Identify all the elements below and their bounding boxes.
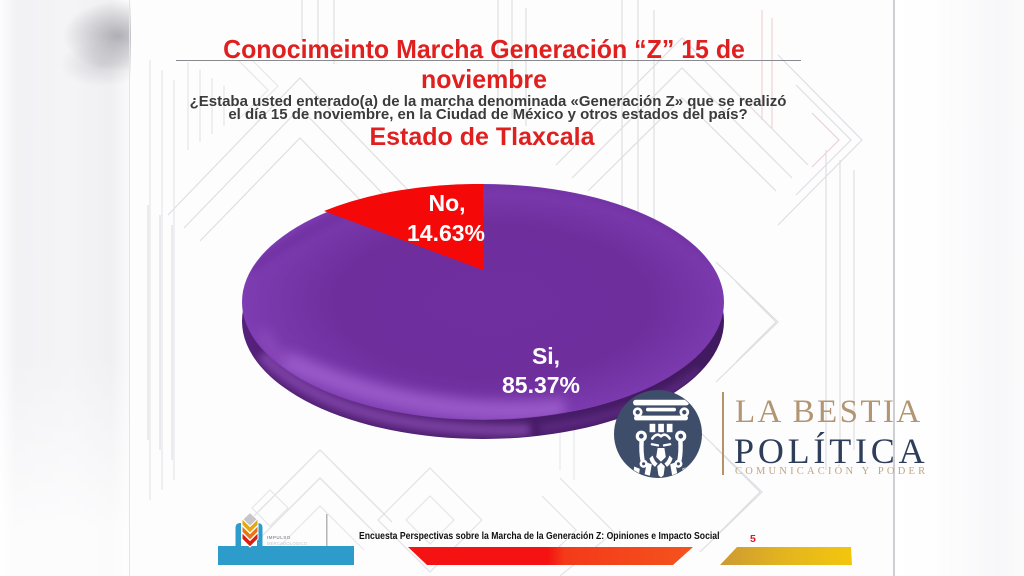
- svg-text:14.63%: 14.63%: [407, 220, 485, 246]
- svg-text:No,: No,: [428, 190, 465, 216]
- svg-text:85.37%: 85.37%: [502, 372, 580, 398]
- svg-text:Si,: Si,: [532, 343, 560, 369]
